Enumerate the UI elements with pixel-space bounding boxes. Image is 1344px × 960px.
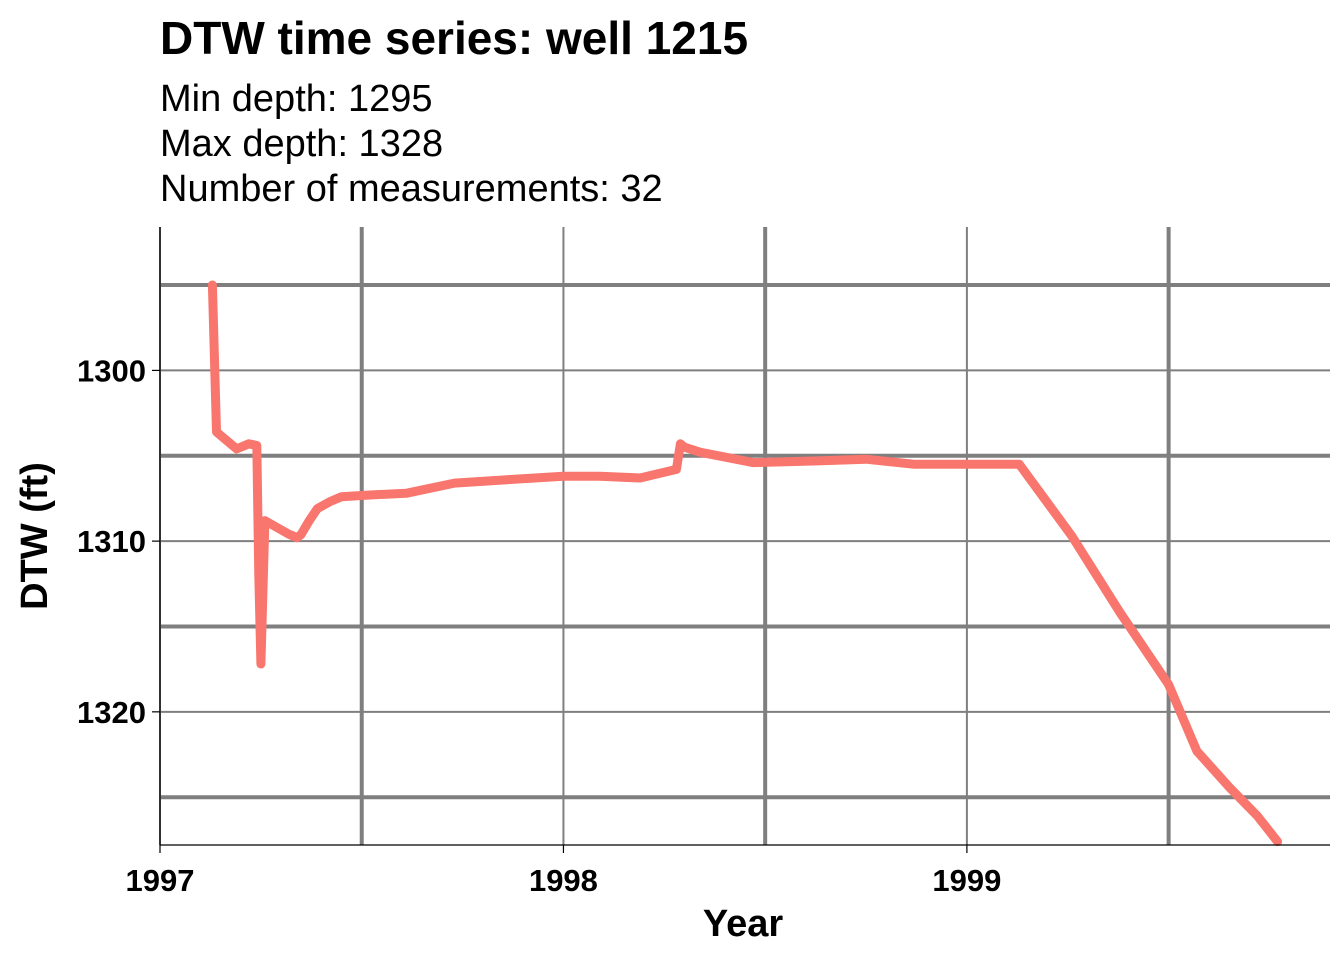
x-axis-title: Year — [703, 903, 784, 945]
x-tick-label: 1997 — [126, 863, 195, 898]
series-line-dtw — [207, 280, 1283, 847]
y-tick-label: 1320 — [77, 695, 146, 730]
ticks: 1997 1998 1999 1300 1310 1320 — [77, 353, 1001, 898]
x-tick-label: 1999 — [932, 863, 1001, 898]
subtitle-measurement-count: Number of measurements: 32 — [160, 168, 663, 210]
x-tick-label: 1998 — [529, 863, 598, 898]
y-axis-title: DTW (ft) — [14, 462, 56, 610]
series-layer — [207, 280, 1283, 847]
subtitle-min-depth: Min depth: 1295 — [160, 78, 433, 120]
y-tick-label: 1300 — [77, 353, 146, 388]
y-tick-label: 1310 — [77, 524, 146, 559]
subtitle-max-depth: Max depth: 1328 — [160, 123, 444, 165]
chart-title: DTW time series: well 1215 — [160, 12, 749, 64]
grid — [159, 227, 1330, 845]
